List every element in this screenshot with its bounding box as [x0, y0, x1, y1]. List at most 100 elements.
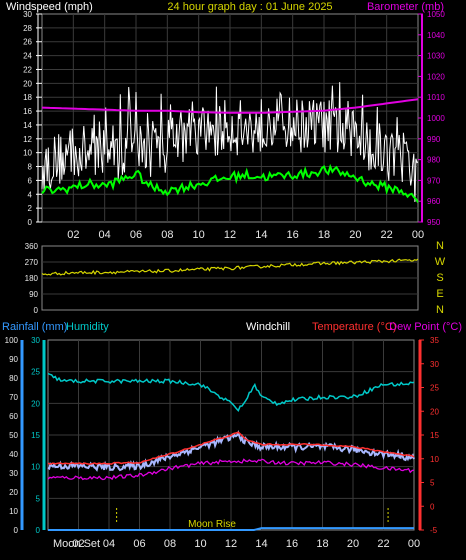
windspeed-tick-label: 12	[23, 135, 32, 144]
wind-panel: 0246810121416182022242628309509609709809…	[23, 10, 445, 241]
barometer-tick-label: 1010	[427, 93, 445, 102]
compass-label-n: N	[436, 240, 444, 252]
rainfall-series-line	[48, 527, 414, 531]
temperature-x-tick-label: 02	[72, 538, 84, 550]
humidity-tick-label: 0	[36, 526, 41, 535]
compass-label-e: E	[436, 288, 443, 300]
direction-tick-label: 90	[29, 290, 38, 299]
windspeed-tick-label: 26	[23, 38, 32, 47]
wind-x-tick-label: 02	[67, 229, 79, 241]
humidity-tick-label: 25	[31, 368, 40, 377]
humidity-series-line	[47, 372, 415, 412]
temperature-tick-label: 20	[430, 407, 439, 416]
windspeed-tick-label: 4	[28, 190, 33, 199]
compass-label-n: N	[436, 304, 444, 316]
rainfall-tick-label: 20	[9, 488, 18, 497]
windspeed-tick-label: 22	[23, 65, 32, 74]
barometer-series-line	[41, 98, 419, 114]
rainfall-tick-label: 60	[9, 412, 18, 421]
temperature-panel: 0 5 10 15 20 25 30 0 10 20 30 40 50 60 70 80 90 100 -5 0 5 10…	[5, 336, 440, 550]
barometer-tick-label: 1050	[427, 10, 445, 19]
temperature-tick-label: 30	[430, 360, 439, 369]
temperature-x-tick-label: 22	[377, 538, 389, 550]
rainfall-tick-label: 90	[9, 355, 18, 364]
wind-x-tick-label: 10	[193, 229, 205, 241]
barometer-tick-label: 1000	[427, 114, 445, 123]
windspeed-tick-label: 8	[28, 163, 33, 172]
temperature-tick-label: 10	[430, 455, 439, 464]
temperature-tick-label: 35	[430, 336, 439, 345]
rainfall-tick-label: 50	[9, 431, 18, 440]
temperature-x-tick-label: 00	[408, 538, 420, 550]
wind-x-tick-label: 04	[99, 229, 111, 241]
rainfall-tick-label: 30	[9, 469, 18, 478]
windspeed-tick-label: 30	[23, 10, 32, 19]
direction-tick-label: 270	[25, 258, 39, 267]
wind-x-tick-label: 08	[161, 229, 173, 241]
temperature-x-tick-label: 08	[164, 538, 176, 550]
temperature-axis-title: Temperature (°C)	[312, 321, 396, 333]
direction-tick-label: 180	[25, 274, 39, 283]
humidity-tick-label: 15	[31, 431, 40, 440]
humidity-tick-label: 30	[31, 336, 40, 345]
rainfall-axis-title: Rainfall (mm)	[2, 321, 67, 333]
rainfall-tick-label: 70	[9, 393, 18, 402]
temperature-series-line	[47, 431, 415, 465]
barometer-tick-label: 1030	[427, 52, 445, 61]
wind-x-tick-label: 12	[224, 229, 236, 241]
barometer-tick-label: 960	[427, 197, 441, 206]
compass-label-s: S	[436, 272, 443, 284]
windspeed-tick-label: 24	[23, 52, 32, 61]
barometer-tick-label: 1020	[427, 72, 445, 81]
wind-x-tick-label: 18	[318, 229, 330, 241]
graph-title: 24 hour graph day : 01 June 2025	[167, 1, 332, 13]
windspeed-tick-label: 10	[23, 149, 32, 158]
barometer-tick-label: 990	[427, 135, 441, 144]
direction-tick-label: 0	[34, 306, 39, 315]
average-wind-series-line	[41, 163, 419, 203]
windspeed-series-line	[41, 82, 419, 203]
temperature-tick-label: 25	[430, 384, 439, 393]
wind-x-tick-label: 00	[412, 229, 424, 241]
barometer-tick-label: 1040	[427, 31, 445, 40]
humidity-axis-title: Humidity	[66, 321, 109, 333]
temperature-x-tick-label: 16	[286, 538, 298, 550]
moon-set-label: Moon Set	[53, 538, 100, 550]
windspeed-tick-label: 2	[28, 204, 33, 213]
rainfall-tick-label: 40	[9, 450, 18, 459]
humidity-tick-label: 10	[31, 463, 40, 472]
barometer-tick-label: 950	[427, 218, 441, 227]
wind-x-tick-label: 22	[381, 229, 393, 241]
direction-tick-label: 360	[25, 242, 39, 251]
humidity-tick-label: 5	[36, 494, 41, 503]
wind-x-tick-label: 16	[287, 229, 299, 241]
barometer-tick-label: 970	[427, 176, 441, 185]
rainfall-tick-label: 80	[9, 374, 18, 383]
direction-series-line	[41, 258, 419, 276]
temperature-tick-label: -5	[430, 526, 438, 535]
temperature-x-tick-label: 14	[255, 538, 267, 550]
temperature-x-tick-label: 10	[194, 538, 206, 550]
rainfall-tick-label: 100	[5, 336, 19, 345]
wind-x-tick-label: 14	[255, 229, 267, 241]
wind-x-tick-label: 20	[349, 229, 361, 241]
moon-rise-label: Moon Rise	[188, 519, 236, 530]
rainfall-tick-label: 10	[9, 507, 18, 516]
temperature-tick-label: 15	[430, 431, 439, 440]
barometer-axis-title: Barometer (mb)	[367, 1, 444, 13]
barometer-tick-label: 980	[427, 156, 441, 165]
humidity-tick-label: 20	[31, 399, 40, 408]
windspeed-tick-label: 20	[23, 79, 32, 88]
windspeed-tick-label: 0	[28, 218, 33, 227]
windspeed-tick-label: 28	[23, 24, 32, 33]
compass-label-w: W	[435, 256, 446, 268]
temperature-x-tick-label: 06	[133, 538, 145, 550]
windspeed-tick-label: 16	[23, 107, 32, 116]
rainfall-tick-label: 0	[14, 526, 19, 535]
temperature-x-tick-label: 04	[103, 538, 115, 550]
windchill-label: Windchill	[246, 321, 290, 333]
temperature-tick-label: 0	[430, 502, 435, 511]
